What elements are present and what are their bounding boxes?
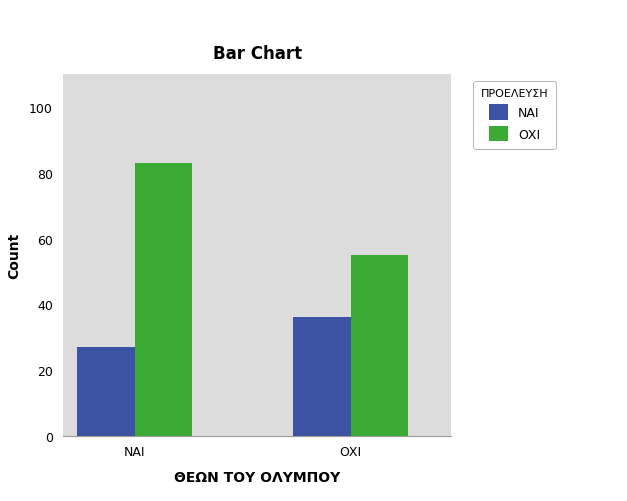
Bar	[77, 347, 135, 436]
Bar	[350, 256, 408, 436]
Legend: ΝΑΙ, ΟΧΙ: ΝΑΙ, ΟΧΙ	[473, 81, 556, 149]
Title: Bar Chart: Bar Chart	[213, 45, 302, 63]
X-axis label: ΘΕΩΝ ΤΟΥ ΟΛΥΜΠΟΥ: ΘΕΩΝ ΤΟΥ ΟΛΥΜΠΟΥ	[174, 469, 340, 483]
Y-axis label: Count: Count	[7, 232, 21, 279]
Bar	[135, 164, 192, 436]
Bar	[293, 318, 350, 436]
